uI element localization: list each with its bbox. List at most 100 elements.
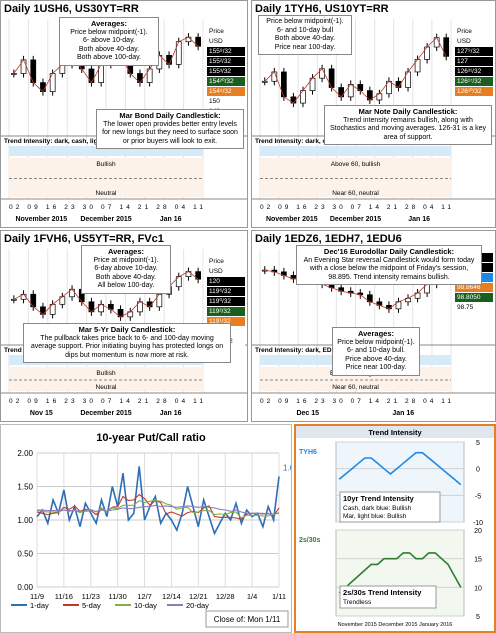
legend-label: 10-day bbox=[134, 601, 157, 610]
legend-label: 1-day bbox=[30, 601, 49, 610]
x-days: 02 09 16 23 30 07 14 21 28 04 11 bbox=[260, 398, 451, 405]
trend-panel: Trend Intensity 5 0 -5 -10 TYH6 20 15 10 5 2s/30s 1… bbox=[294, 424, 496, 633]
y-tick-label: 20 bbox=[474, 528, 482, 535]
panel-title: Daily 1EDZ6, 1EDH7, 1EDU6 bbox=[255, 233, 402, 245]
note-box bbox=[339, 491, 441, 523]
y-tick-label: -5 bbox=[475, 493, 481, 500]
x-month: December 2015 bbox=[80, 410, 131, 417]
note-body: Trendless bbox=[343, 599, 372, 606]
x-tick-label: 12/21 bbox=[189, 592, 208, 601]
x-month: December 2015 bbox=[80, 216, 131, 223]
note-body: Trend intensity remains bullish, along w… bbox=[329, 116, 487, 141]
note-box: Averages: Price below midpoint(-1). 6- an… bbox=[332, 327, 420, 376]
x-tick-label: 1/4 bbox=[247, 592, 257, 601]
price-tag: 126³¹/32 bbox=[455, 67, 493, 76]
x-months: November 2015 December 2015 January 2016 bbox=[338, 622, 453, 628]
stoch-band bbox=[9, 367, 203, 391]
price-plot: Trend Intensity: dark, cash, light, Dec,… bbox=[252, 19, 495, 223]
price-tag: 127 bbox=[455, 57, 493, 66]
x-month: November 2015 bbox=[266, 216, 318, 223]
annotation-box bbox=[205, 610, 289, 628]
note-body: The lower open provides better entry lev… bbox=[102, 120, 238, 145]
x-tick-label: 12/14 bbox=[162, 592, 181, 601]
neutral-label: Neutral bbox=[96, 190, 118, 197]
chart-title: 10-year Put/Call ratio bbox=[96, 432, 206, 444]
put-call-panel: 10-year Put/Call ratio 0.00 0.50 1.00 1.50 2.… bbox=[0, 424, 292, 633]
trend-band bbox=[260, 146, 451, 156]
series-line bbox=[36, 493, 280, 520]
note-body: An Evening Star reversal Candlestick wou… bbox=[303, 256, 475, 281]
panel-title: Daily 1USH6, US30YT=RR bbox=[4, 3, 139, 15]
x-days: 02 09 16 23 30 07 14 21 28 04 11 bbox=[9, 204, 203, 211]
price-tag: 98.8646 bbox=[455, 283, 493, 292]
price-tag: USD bbox=[207, 267, 245, 276]
legend-label: 20-day bbox=[186, 601, 209, 610]
note-body: Price below midpoint(-1). 6- and 10-day … bbox=[266, 18, 344, 51]
x-month: Nov 15 bbox=[30, 410, 53, 417]
chart-panel: Daily 1EDZ6, 1EDH7, 1EDU6 Trend Intensity… bbox=[251, 230, 496, 422]
trend-band bbox=[9, 146, 203, 156]
price-tag: Price bbox=[207, 27, 245, 36]
price-tag: Price bbox=[207, 257, 245, 266]
note-head: Averages: bbox=[91, 19, 127, 28]
x-tick-label: 1/11 bbox=[272, 592, 286, 601]
price-tag: USD bbox=[207, 37, 245, 46]
price-tag: 119⁶/32 bbox=[207, 287, 245, 296]
price-tag: 98.75 bbox=[455, 303, 493, 312]
x-month: November 2015 bbox=[15, 216, 67, 223]
candle bbox=[11, 73, 17, 75]
y-tick-label: 15 bbox=[474, 557, 482, 564]
x-tick-label: 12/7 bbox=[137, 592, 152, 601]
price-tag: 127⁹/32 bbox=[455, 47, 493, 56]
note-box: Mar 5-Yr Daily Candlestick: The pullback … bbox=[23, 323, 231, 363]
price-line bbox=[264, 269, 447, 310]
y-tick-label: -10 bbox=[473, 520, 483, 527]
note-head: 2s/30s Trend Intensity bbox=[343, 588, 422, 597]
candle bbox=[261, 80, 268, 83]
header bbox=[296, 426, 494, 438]
annotation: Close of: Mon 1/11 bbox=[214, 615, 281, 624]
note-head: 10yr Trend Intensity bbox=[343, 494, 415, 503]
data-label: 1.65 bbox=[283, 463, 291, 472]
price-tag: 155⁸/32 bbox=[207, 47, 245, 56]
x-days: 02 09 16 23 30 07 14 21 28 04 11 bbox=[260, 204, 451, 211]
y-tick-label: 0.50 bbox=[17, 550, 33, 559]
chart-panel: Daily 1USH6, US30YT=RR Trend Intensity: d… bbox=[0, 0, 248, 228]
note-body: Price below midpoint(-1). 6- and 10-day … bbox=[337, 338, 415, 372]
neutral-label: Near 60, neutral bbox=[332, 190, 379, 197]
note-head: Dec'16 Eurodollar Daily Candlestick: bbox=[323, 247, 455, 256]
y-tick-label: 0.00 bbox=[17, 583, 33, 592]
price-tag: 119²/32 bbox=[207, 307, 245, 316]
series-name: TYH6 bbox=[299, 449, 317, 456]
bullish-label: Bullish bbox=[96, 370, 116, 377]
note-box: Mar Bond Daily Candlestick: The lower ope… bbox=[96, 109, 244, 149]
x-month: Jan 16 bbox=[160, 216, 182, 223]
price-tag: 126¹⁰/32 bbox=[455, 87, 493, 96]
x-month: Jan 16 bbox=[392, 410, 414, 417]
price-tag: 154²⁰/32 bbox=[207, 77, 245, 86]
x-tick-label: 12/28 bbox=[216, 592, 235, 601]
note-head: Averages: bbox=[108, 247, 144, 256]
legend-label: 5-day bbox=[82, 601, 101, 610]
note-box: Averages: Price below midpoint(-1). 6- ab… bbox=[59, 17, 159, 66]
x-month: Jan 16 bbox=[408, 216, 430, 223]
price-tag: USD bbox=[455, 37, 493, 46]
x-month: December 2015 bbox=[330, 216, 381, 223]
panel-title: Daily 1TYH6, US10YT=RR bbox=[255, 3, 389, 15]
x-tick-label: 11/16 bbox=[55, 592, 73, 601]
candle bbox=[11, 298, 17, 301]
note-body: Cash, dark blue: Bullish Mar, light blue:… bbox=[343, 505, 412, 520]
price-tag: 98.8050 bbox=[455, 293, 493, 302]
chart-panel: Daily 1TYH6, US10YT=RR Trend Intensity: d… bbox=[251, 0, 496, 228]
put-call-chart: 10-year Put/Call ratio 0.00 0.50 1.00 1.50 2.… bbox=[11, 432, 291, 628]
chart-title: Trend Intensity bbox=[368, 428, 422, 437]
note-box: Mar Note Daily Candlestick: Trend intensi… bbox=[324, 105, 492, 145]
series-line bbox=[37, 504, 280, 515]
neutral-label: Near 60, neutral bbox=[332, 384, 379, 391]
note-box: Averages: Price at midpoint(-1). 6-day ab… bbox=[81, 245, 171, 294]
price-tag: 119⁰/32 bbox=[207, 297, 245, 306]
trend-chart: Trend Intensity 5 0 -5 -10 TYH6 20 15 10 5 2s/30s 1… bbox=[296, 426, 494, 628]
bullish-label: Bullish bbox=[96, 161, 116, 168]
price-line bbox=[264, 37, 447, 104]
